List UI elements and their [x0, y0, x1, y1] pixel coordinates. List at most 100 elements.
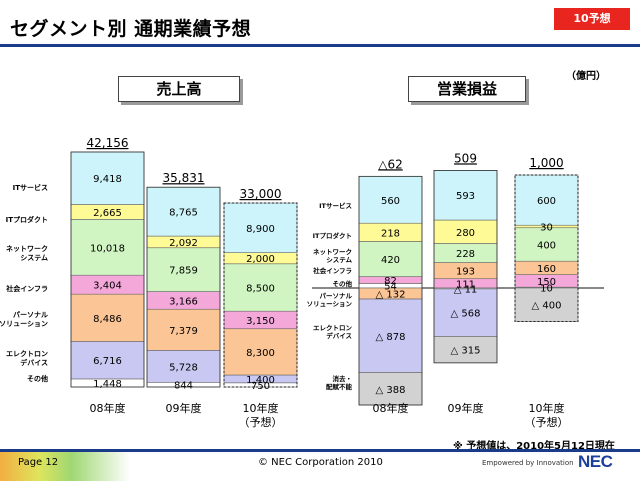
forecast-badge: 10予想	[554, 8, 630, 30]
op-total-label: 509	[454, 151, 477, 165]
sales-bar-value: 844	[174, 381, 193, 392]
sales-category-label: 09年度	[166, 401, 202, 415]
sales-bar-value: 8,300	[246, 348, 275, 359]
op-row-label: ネットワークシステム	[313, 247, 352, 264]
sales-forecast-frame	[223, 202, 298, 388]
footer-stripe	[0, 449, 640, 452]
op-bar-value: 218	[381, 228, 400, 239]
sales-row-label: ITサービス	[13, 183, 48, 192]
sales-bar-it-services	[70, 151, 145, 205]
sales-category-label: 10年度（予想）	[239, 401, 283, 429]
sales-bar-it-services	[223, 202, 298, 253]
sales-row-label: エレクトロンデバイス	[6, 349, 48, 367]
op-bar-value: 30	[540, 222, 553, 233]
sales-bar-value: 750	[251, 381, 270, 392]
nec-logo: NEC	[578, 452, 613, 471]
op-bar-frame	[433, 170, 498, 364]
sales-bar-network-systems	[70, 219, 145, 276]
sales-category-label: 08年度	[90, 401, 126, 415]
op-bar-value: △ 400	[532, 301, 562, 312]
title-underline	[0, 44, 640, 47]
copyright: © NEC Corporation 2010	[258, 457, 383, 468]
op-bar-value: 160	[537, 264, 556, 275]
op-bar-value: 420	[381, 255, 400, 266]
sales-bar-personal-solutions	[146, 308, 221, 351]
op-bar-value: △ 878	[376, 332, 406, 343]
op-bar-value: △ 388	[376, 385, 406, 396]
sales-bar-value: 8,765	[169, 208, 198, 219]
op-bar-value: 280	[456, 228, 475, 239]
unit-label: （億円）	[566, 71, 606, 82]
sales-total-label: 42,156	[87, 136, 129, 150]
op-bar-it-services	[514, 174, 579, 226]
segment-chart: ITサービス ITプロダクトネットワークシステム社会インフラパーソナルソリューショ…	[0, 136, 604, 429]
sales-bar-network-systems	[146, 247, 221, 292]
op-category-label: 09年度	[448, 401, 484, 415]
page-title: セグメント別 通期業績予想	[10, 18, 252, 40]
op-bar-value: 54	[384, 282, 397, 293]
sales-bar-value: 7,859	[169, 266, 198, 277]
sales-bar-value: 3,404	[93, 281, 122, 292]
sales-bar-value: 2,092	[169, 238, 198, 249]
op-forecast-frame	[514, 174, 579, 322]
sales-bar-value: 7,379	[169, 326, 198, 337]
sales-bar-value: 10,018	[90, 243, 125, 254]
op-row-label: ITプロダクト	[313, 231, 352, 240]
sales-bar-value: 5,728	[169, 362, 198, 373]
sales-bar-value: 2,665	[93, 208, 122, 219]
op-bar-eliminations	[514, 287, 579, 322]
sales-bar-value: 1,448	[93, 379, 122, 390]
sales-row-label: ネットワークシステム	[6, 244, 48, 262]
op-bar-network-systems	[358, 241, 423, 277]
op-category-label: 08年度	[373, 401, 409, 415]
op-bar-value: 600	[537, 196, 556, 207]
op-total-label: 1,000	[529, 156, 563, 170]
sales-bar-electron-devices	[146, 350, 221, 383]
sales-bar-value: 1,400	[246, 375, 275, 386]
op-bar-value: △ 11	[454, 284, 478, 295]
sales-bar-personal-solutions	[70, 293, 145, 342]
op-row-label: その他	[333, 279, 353, 288]
sales-bar-value: 2,000	[246, 254, 275, 265]
op-panel-title: 営業損益	[408, 76, 526, 102]
op-bar-value: 82	[384, 276, 397, 287]
sales-bar-value: 3,150	[246, 316, 275, 327]
sales-row-label: パーソナルソリューション	[0, 310, 48, 328]
op-bar-value: △ 132	[376, 290, 406, 301]
op-bar-value: 400	[537, 240, 556, 251]
op-bar-value: 193	[456, 267, 475, 278]
op-bar-value: △ 315	[451, 346, 481, 357]
page-number: Page 12	[18, 457, 59, 468]
sales-bar-value: 3,166	[169, 296, 198, 307]
op-row-label: パーソナルソリューション	[307, 291, 353, 308]
sales-bar-personal-solutions	[223, 328, 298, 376]
op-category-label: 10年度（予想）	[525, 401, 569, 429]
op-total-label: △62	[378, 157, 403, 171]
op-bar-eliminations	[358, 372, 423, 406]
sales-bar-value: 8,500	[246, 283, 275, 294]
sales-panel-title: 売上高	[118, 76, 240, 102]
sales-bar-it-services	[146, 186, 221, 237]
op-row-label: ITサービス	[319, 201, 352, 210]
forecast-note: ※ 予想値は、2010年5月12日現在	[453, 441, 615, 452]
op-bar-value: 150	[537, 277, 556, 288]
op-row-label: エレクトロンデバイス	[313, 323, 353, 340]
op-bar-it-services	[358, 176, 423, 224]
footer	[0, 449, 640, 481]
op-row-label: 消去・配賦不能	[326, 374, 353, 391]
sales-total-label: 33,000	[240, 187, 282, 201]
sales-bar-value: 8,486	[93, 314, 122, 325]
op-bar-eliminations	[433, 336, 498, 364]
sales-bar-value: 6,716	[93, 356, 122, 367]
op-bar-network-systems	[514, 227, 579, 262]
tagline: Empowered by Innovation	[482, 459, 574, 467]
sales-bar-frame	[70, 151, 145, 388]
op-bar-value: 560	[381, 196, 400, 207]
op-bar-value: 228	[456, 249, 475, 260]
sales-row-label: 社会インフラ	[5, 284, 48, 293]
sales-bar-frame	[146, 186, 221, 388]
op-bar-value: △ 568	[451, 309, 481, 320]
footer-swirl-graphic	[0, 452, 130, 481]
op-bar-value: 10	[540, 284, 553, 295]
op-bar-value: 593	[456, 191, 475, 202]
